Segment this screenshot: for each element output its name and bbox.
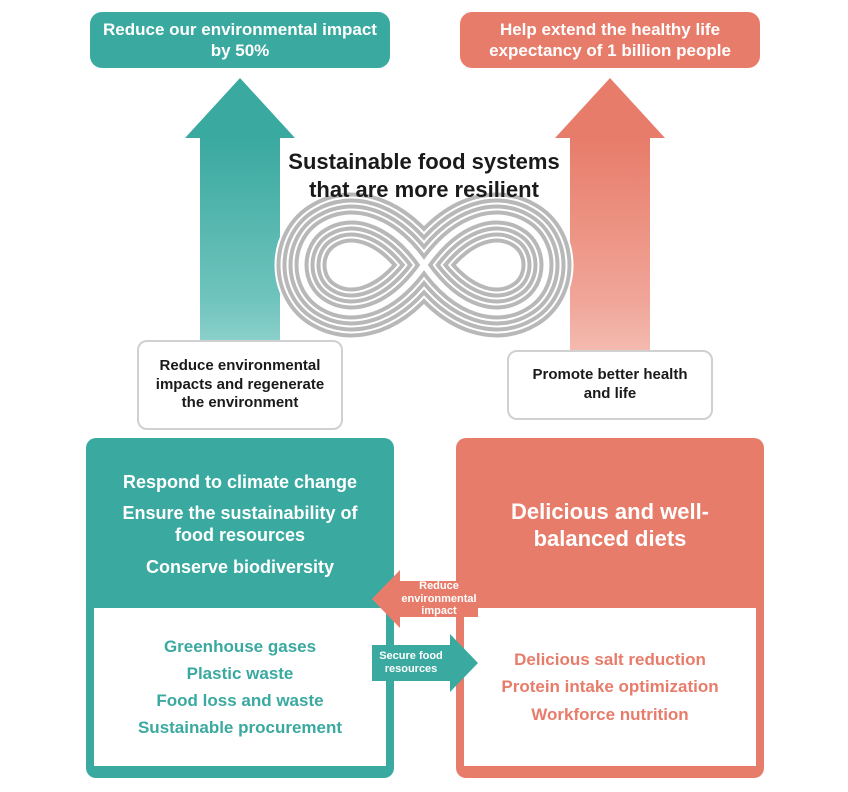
panel-env-action: Greenhouse gases — [108, 636, 372, 657]
panel-env-theme: Ensure the sustainability of food resour… — [104, 503, 376, 546]
center-heading-line2: that are more resilient — [0, 176, 848, 204]
panel-env-theme: Conserve biodiversity — [104, 557, 376, 579]
infinity-icon — [254, 180, 594, 355]
panel-env-action: Plastic waste — [108, 663, 372, 684]
mid-pill-environment: Reduce environmental impacts and regener… — [137, 340, 343, 430]
link-arrow-reduce-impact-label: Reduce environmental impact — [401, 580, 476, 618]
panel-health-action: Delicious salt reduction — [478, 649, 742, 670]
goal-pill-health: Help extend the healthy life expectancy … — [460, 12, 760, 68]
link-arrow-secure-food: Secure food resources — [372, 634, 478, 692]
panel-health-theme: Delicious and well-balanced diets — [474, 498, 746, 553]
panel-health-action: Protein intake optimization — [478, 676, 742, 697]
panel-health-action: Workforce nutrition — [478, 704, 742, 725]
panel-health-actions: Delicious salt reduction Protein intake … — [464, 608, 756, 766]
center-heading-line1: Sustainable food systems — [0, 148, 848, 176]
mid-pill-health: Promote better health and life — [507, 350, 713, 420]
panel-env-theme: Respond to climate change — [104, 472, 376, 494]
mid-pill-health-label: Promote better health and life — [523, 366, 697, 404]
goal-health-label: Help extend the healthy life expectancy … — [472, 19, 748, 62]
arrow-shaft: Secure food resources — [372, 645, 450, 681]
panel-env-action: Sustainable procurement — [108, 717, 372, 738]
panel-environment: Respond to climate change Ensure the sus… — [86, 438, 394, 778]
panel-env-action: Food loss and waste — [108, 690, 372, 711]
link-arrow-reduce-impact: Reduce environmental impact — [372, 570, 478, 628]
panel-environment-themes: Respond to climate change Ensure the sus… — [86, 438, 394, 608]
panel-health-themes: Delicious and well-balanced diets — [456, 438, 764, 608]
arrow-head-icon — [450, 634, 478, 692]
infographic-stage: Reduce our environmental impact by 50% H… — [0, 0, 848, 792]
center-heading: Sustainable food systems that are more r… — [0, 148, 848, 203]
panel-health: Delicious and well-balanced diets Delici… — [456, 438, 764, 778]
goal-environment-label: Reduce our environmental impact by 50% — [102, 19, 378, 62]
goal-pill-environment: Reduce our environmental impact by 50% — [90, 12, 390, 68]
arrow-head-icon — [372, 570, 400, 628]
link-arrow-secure-food-label: Secure food resources — [376, 650, 446, 675]
panel-environment-actions: Greenhouse gases Plastic waste Food loss… — [94, 608, 386, 766]
mid-pill-environment-label: Reduce environmental impacts and regener… — [153, 357, 327, 413]
arrow-head-icon — [185, 78, 295, 138]
arrow-shaft: Reduce environmental impact — [400, 581, 478, 617]
arrow-head-icon — [555, 78, 665, 138]
